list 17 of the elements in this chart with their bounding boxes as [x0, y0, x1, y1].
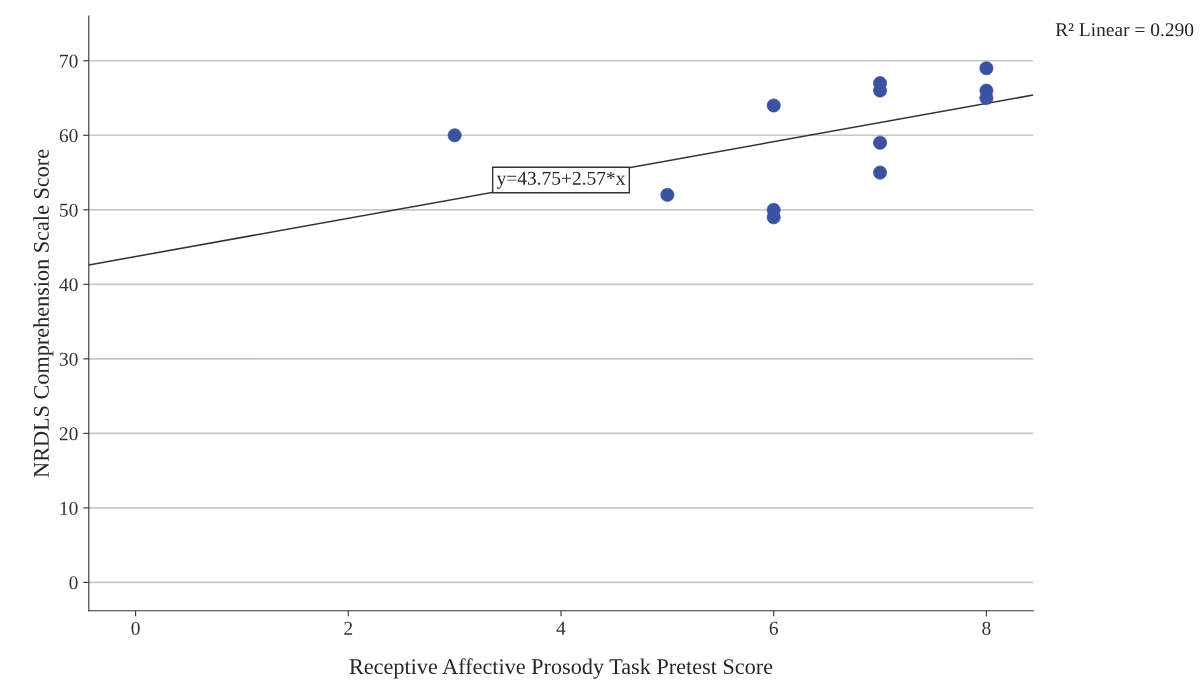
y-tick-label: 20 — [59, 427, 78, 441]
y-tick-label: 10 — [60, 501, 78, 515]
x-tick-label: 4 — [556, 621, 566, 635]
y-tick-label: 70 — [60, 54, 78, 68]
y-tick-label: 60 — [59, 129, 78, 143]
y-axis-title: NRDLS Comprehension Scale Score — [33, 149, 54, 478]
x-tick-label: 2 — [344, 621, 353, 635]
annotation: y=43.75+2.57*x — [496, 171, 626, 189]
y-tick-label: 30 — [59, 352, 78, 366]
y-tick-label: 50 — [60, 203, 78, 217]
x-tick-label: 8 — [982, 621, 991, 635]
x-tick-label: 0 — [131, 621, 140, 635]
y-tick-label: 0 — [69, 576, 78, 590]
y-tick-label: 40 — [59, 278, 78, 292]
text: R² Linear = 0.290 — [1055, 23, 1194, 37]
x-axis-title: Receptive Affective Prosody Task Pretest Score — [349, 658, 773, 679]
x-tick-label: 6 — [769, 621, 778, 635]
